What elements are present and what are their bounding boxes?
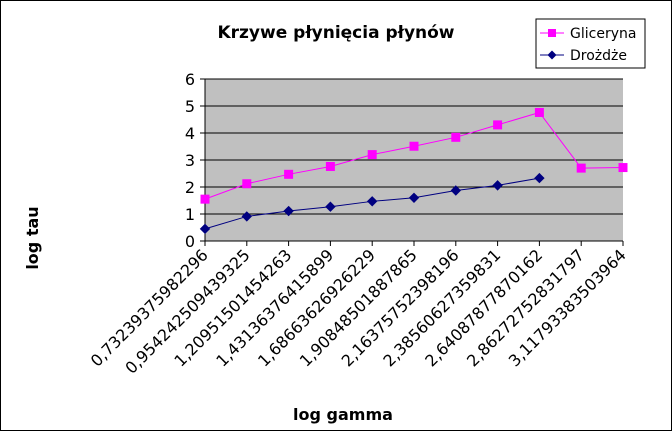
data-point-1-5 [408,192,420,204]
legend-label-0: Gliceryna [570,26,636,42]
data-point-1-6 [450,185,462,196]
data-point-0-1 [242,179,252,189]
y-tick-label-4: 4 [185,124,195,143]
legend-label-1: Drożdże [570,48,627,64]
data-point-0-9 [576,163,586,173]
data-point-1-2 [283,205,294,217]
data-point-0-2 [284,169,294,179]
y-tick-label-5: 5 [185,97,195,116]
data-point-1-1 [241,211,253,222]
legend: Gliceryna Drożdże [535,18,646,69]
legend-marker-0 [548,29,556,37]
plot-area: 01234560,732393759822960,954242509439325… [87,70,630,378]
data-point-1-7 [492,180,503,191]
x-axis-label: log gamma [293,405,393,424]
data-point-0-7 [493,120,503,130]
data-point-1-8 [534,172,545,184]
y-tick-label-3: 3 [185,151,195,170]
data-point-0-5 [409,141,419,151]
data-point-0-4 [367,150,377,160]
data-point-0-3 [325,161,335,171]
data-point-0-0 [200,194,210,204]
legend-box [535,18,646,69]
legend-marker-1 [547,50,557,60]
data-point-1-3 [325,201,336,212]
data-point-1-0 [199,223,211,235]
y-tick-label-1: 1 [185,205,195,224]
y-tick-label-0: 0 [185,232,195,251]
y-tick-label-2: 2 [185,178,195,197]
y-axis-label: log tau [23,206,42,269]
data-point-1-4 [366,196,378,207]
y-tick-label-6: 6 [185,70,195,89]
chart-title: Krzywe płynięcia płynów [217,23,454,43]
data-point-0-8 [534,107,544,117]
data-point-0-6 [451,132,461,142]
data-point-0-10 [618,163,628,173]
